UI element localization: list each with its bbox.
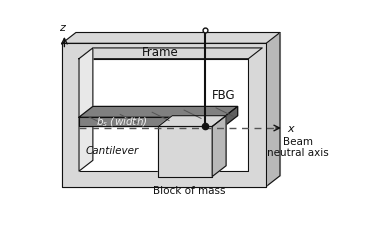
Polygon shape <box>224 107 238 127</box>
Polygon shape <box>62 33 280 44</box>
Polygon shape <box>79 107 238 118</box>
Polygon shape <box>249 49 262 171</box>
Text: Block of mass: Block of mass <box>153 185 225 195</box>
Polygon shape <box>62 44 266 187</box>
Polygon shape <box>79 118 224 127</box>
Text: z: z <box>59 23 65 33</box>
Text: FBG: FBG <box>212 88 236 101</box>
Polygon shape <box>266 33 280 187</box>
Polygon shape <box>79 49 262 59</box>
Polygon shape <box>79 49 93 171</box>
Polygon shape <box>76 33 280 176</box>
Polygon shape <box>212 116 226 177</box>
Text: x: x <box>287 123 294 133</box>
Text: Cantilever: Cantilever <box>85 145 138 155</box>
Text: $b_s$ (width): $b_s$ (width) <box>96 115 147 128</box>
Polygon shape <box>158 127 212 177</box>
Text: Frame: Frame <box>142 46 179 59</box>
Polygon shape <box>79 59 249 171</box>
Polygon shape <box>158 116 226 127</box>
Text: Beam
neutral axis: Beam neutral axis <box>267 136 329 158</box>
